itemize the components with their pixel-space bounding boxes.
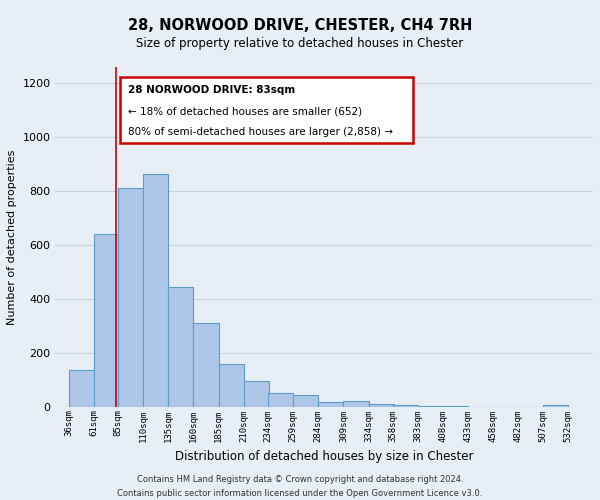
Y-axis label: Number of detached properties: Number of detached properties <box>7 149 17 324</box>
Text: Contains HM Land Registry data © Crown copyright and database right 2024.
Contai: Contains HM Land Registry data © Crown c… <box>118 476 482 498</box>
Bar <box>218 364 244 406</box>
Bar <box>244 381 269 406</box>
Bar <box>343 401 368 406</box>
Text: 28 NORWOOD DRIVE: 83sqm: 28 NORWOOD DRIVE: 83sqm <box>128 84 295 94</box>
Bar <box>268 392 293 406</box>
Text: Size of property relative to detached houses in Chester: Size of property relative to detached ho… <box>136 38 464 51</box>
Text: ← 18% of detached houses are smaller (652): ← 18% of detached houses are smaller (65… <box>128 106 362 116</box>
Text: 28, NORWOOD DRIVE, CHESTER, CH4 7RH: 28, NORWOOD DRIVE, CHESTER, CH4 7RH <box>128 18 472 32</box>
Bar <box>143 174 168 406</box>
Bar <box>68 370 94 406</box>
FancyBboxPatch shape <box>120 77 413 144</box>
Bar <box>368 404 394 406</box>
X-axis label: Distribution of detached houses by size in Chester: Distribution of detached houses by size … <box>175 450 473 463</box>
Bar <box>118 188 143 406</box>
Bar <box>168 286 193 406</box>
Bar <box>193 323 218 406</box>
Bar <box>293 396 318 406</box>
Text: 80% of semi-detached houses are larger (2,858) →: 80% of semi-detached houses are larger (… <box>128 128 393 138</box>
Bar <box>94 234 119 406</box>
Bar <box>318 402 343 406</box>
